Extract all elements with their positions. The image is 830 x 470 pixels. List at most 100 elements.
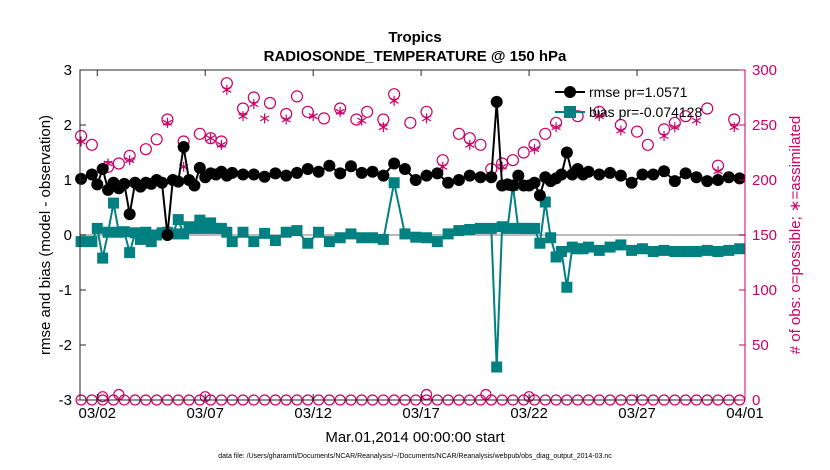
bias-point bbox=[145, 236, 157, 248]
bias-point bbox=[178, 228, 190, 240]
rmse-point bbox=[280, 169, 293, 182]
bias-point bbox=[555, 246, 567, 257]
bias-point bbox=[491, 361, 503, 373]
bias-point bbox=[647, 246, 659, 257]
obs-assimilated-point bbox=[249, 99, 259, 110]
rmse-point bbox=[593, 168, 606, 181]
y-right-tick-label: 0 bbox=[752, 392, 760, 409]
obs-assimilated-point bbox=[205, 133, 216, 144]
obs-assimilated-point bbox=[670, 122, 680, 133]
rmse-point bbox=[398, 163, 411, 175]
y-tick-label: -3 bbox=[59, 392, 72, 409]
obs-possible-point bbox=[139, 143, 152, 156]
obs-assimilated-point bbox=[389, 95, 399, 106]
obs-possible-point bbox=[641, 138, 654, 151]
obs-possible-point bbox=[523, 391, 535, 403]
bias-point bbox=[345, 228, 357, 240]
rmse-point bbox=[625, 176, 638, 189]
bias-point bbox=[280, 226, 292, 238]
rmse-point bbox=[188, 179, 201, 192]
bias-point bbox=[534, 237, 546, 249]
bias-point bbox=[75, 236, 87, 248]
x-tick-label: 03/27 bbox=[618, 405, 656, 422]
bias-point bbox=[91, 222, 103, 234]
bias-point bbox=[464, 224, 476, 235]
bias-point bbox=[86, 236, 98, 248]
bias-point bbox=[712, 246, 724, 257]
rmse-point bbox=[463, 169, 476, 182]
bias-point bbox=[124, 247, 136, 259]
rmse-point bbox=[506, 179, 519, 192]
bias-point bbox=[269, 235, 281, 246]
y-axis-right: 0 50 100 150 200 250 300 bbox=[739, 62, 777, 409]
rmse-point bbox=[679, 167, 692, 180]
bias-point bbox=[690, 246, 702, 257]
rmse-point bbox=[172, 175, 185, 188]
rmse-point bbox=[604, 166, 617, 179]
bias-point bbox=[313, 226, 325, 238]
bias-point bbox=[701, 244, 713, 256]
rmse-series-layer bbox=[75, 95, 746, 241]
bias-point bbox=[545, 232, 557, 244]
obs-assimilated-point bbox=[308, 111, 318, 122]
bias-point bbox=[582, 241, 594, 253]
bias-point bbox=[421, 232, 433, 244]
x-tick-label: 03/07 bbox=[186, 405, 224, 422]
bias-point bbox=[399, 228, 411, 240]
bias-point bbox=[636, 243, 648, 255]
rmse-point bbox=[512, 169, 525, 182]
legend-rmse-marker bbox=[564, 86, 576, 98]
rmse-point bbox=[442, 176, 455, 189]
bias-point bbox=[734, 243, 746, 255]
bias-point bbox=[593, 244, 605, 256]
y-right-tick-label: 150 bbox=[752, 227, 777, 244]
legend-rmse-label: rmse pr=1.0571 bbox=[589, 84, 688, 100]
y-tick-label: 2 bbox=[64, 117, 72, 134]
rmse-point bbox=[431, 167, 444, 180]
obs-assimilated-point bbox=[125, 155, 135, 166]
obs-assimilated-point bbox=[729, 122, 739, 133]
rmse-point bbox=[161, 229, 174, 241]
obs-possible-point bbox=[452, 127, 466, 140]
bias-point bbox=[118, 226, 130, 238]
rmse-point bbox=[668, 175, 681, 188]
bias-point bbox=[134, 233, 146, 245]
bias-point bbox=[442, 228, 454, 240]
rmse-point bbox=[452, 174, 465, 186]
rmse-point bbox=[420, 169, 433, 182]
rmse-point bbox=[485, 171, 498, 184]
y-axis-right-label: # of obs: o=possible; ∗=assimilated bbox=[787, 116, 804, 355]
rmse-point bbox=[377, 169, 390, 182]
bias-point bbox=[102, 226, 114, 238]
rmse-point bbox=[712, 174, 725, 186]
obs-possible-point bbox=[361, 105, 374, 118]
bias-point bbox=[604, 241, 616, 253]
rmse-point bbox=[118, 177, 131, 190]
footer-data-file: data file: /Users/gharamti/Documents/NCA… bbox=[218, 453, 612, 460]
obs-assimilated-point bbox=[162, 117, 173, 128]
obs-possible-point bbox=[517, 146, 530, 159]
rmse-point bbox=[614, 169, 627, 182]
obs-assimilated-point bbox=[357, 115, 367, 126]
rmse-point bbox=[75, 172, 88, 185]
bias-point bbox=[475, 222, 487, 234]
x-axis-label: Mar.01,2014 00:00:00 start bbox=[325, 429, 505, 446]
y-right-tick-label: 300 bbox=[752, 62, 777, 79]
rmse-point bbox=[258, 170, 271, 183]
rmse-point bbox=[177, 141, 190, 153]
rmse-point bbox=[409, 174, 422, 186]
chart-title: Tropics bbox=[388, 29, 441, 46]
obs-possible-point bbox=[474, 138, 487, 151]
bias-point bbox=[680, 246, 692, 257]
rmse-point bbox=[722, 171, 735, 184]
bias-point bbox=[248, 236, 260, 248]
bias-point bbox=[172, 214, 184, 226]
obs-possible-point bbox=[85, 138, 98, 151]
rmse-point bbox=[237, 168, 250, 181]
x-tick-label: 03/12 bbox=[294, 405, 332, 422]
bias-point bbox=[291, 225, 303, 237]
bias-point bbox=[431, 236, 443, 248]
legend-bias-label: bias pr=-0.074128 bbox=[589, 104, 702, 120]
obs-possible-point bbox=[404, 116, 417, 129]
rmse-point bbox=[560, 146, 573, 159]
